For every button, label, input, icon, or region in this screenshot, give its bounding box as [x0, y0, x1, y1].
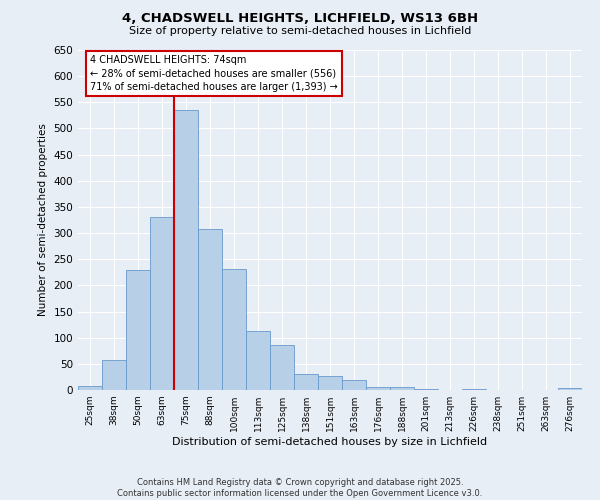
Text: Contains HM Land Registry data © Crown copyright and database right 2025.
Contai: Contains HM Land Registry data © Crown c…: [118, 478, 482, 498]
Bar: [150, 218, 174, 390]
Text: Size of property relative to semi-detached houses in Lichfield: Size of property relative to semi-detach…: [129, 26, 471, 36]
Y-axis label: Number of semi-detached properties: Number of semi-detached properties: [38, 124, 48, 316]
Bar: [270, 345, 294, 390]
Bar: [294, 374, 318, 390]
Bar: [246, 331, 270, 390]
Bar: [102, 360, 126, 390]
Bar: [558, 388, 582, 390]
Bar: [390, 388, 414, 390]
X-axis label: Distribution of semi-detached houses by size in Lichfield: Distribution of semi-detached houses by …: [172, 437, 488, 447]
Bar: [174, 110, 198, 390]
Bar: [366, 388, 390, 390]
Bar: [222, 268, 246, 390]
Bar: [126, 270, 150, 390]
Bar: [414, 389, 438, 390]
Bar: [318, 376, 342, 390]
Text: 4 CHADSWELL HEIGHTS: 74sqm
← 28% of semi-detached houses are smaller (556)
71% o: 4 CHADSWELL HEIGHTS: 74sqm ← 28% of semi…: [90, 55, 338, 92]
Text: 4, CHADSWELL HEIGHTS, LICHFIELD, WS13 6BH: 4, CHADSWELL HEIGHTS, LICHFIELD, WS13 6B…: [122, 12, 478, 26]
Bar: [342, 380, 366, 390]
Bar: [198, 229, 222, 390]
Bar: [78, 386, 102, 390]
